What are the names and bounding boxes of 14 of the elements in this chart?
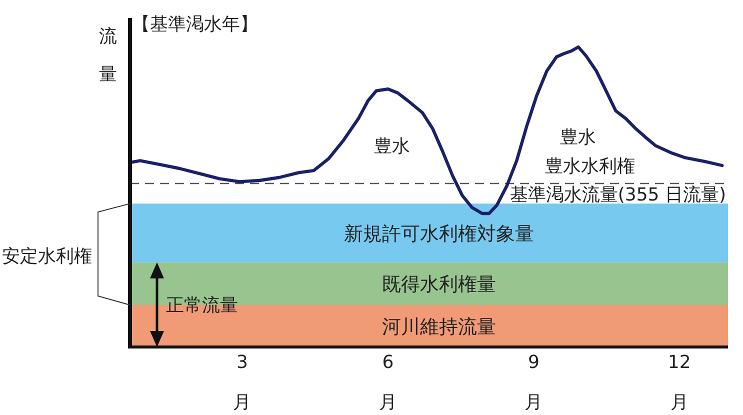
annotation: 豊水 — [374, 136, 410, 157]
band-label: 既得水利権量 — [382, 274, 496, 296]
ref-line-label: 基準渇水流量(355 日流量) — [510, 184, 726, 206]
x-tick-label: 6月 — [378, 351, 397, 415]
chart-title: 【基準渇水年】 — [132, 14, 258, 35]
x-tick-label: 3月 — [233, 351, 252, 415]
band-label: 新規許可水利権対象量 — [344, 223, 534, 245]
annotation: 豊水水利権 — [545, 156, 635, 177]
x-tick-label: 12月 — [668, 351, 691, 415]
text: 安定水利権 — [2, 246, 92, 267]
band-label: 河川維持流量 — [382, 316, 496, 338]
annotation: 豊水 — [560, 127, 596, 148]
y-axis-title: 流量 — [99, 26, 117, 85]
x-tick-label: 9月 — [524, 351, 543, 415]
